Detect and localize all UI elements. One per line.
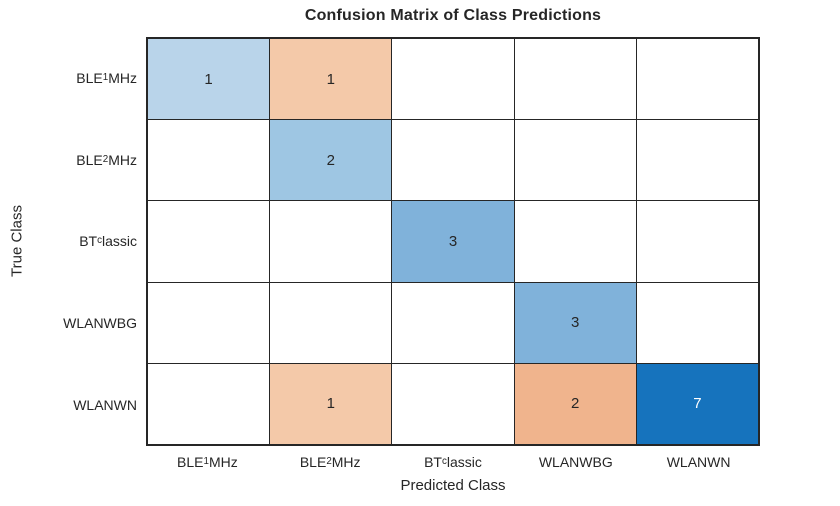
matrix-cell: 1	[270, 363, 392, 444]
matrix-cell	[148, 282, 270, 363]
matrix-cell	[148, 201, 270, 282]
matrix-cell	[148, 120, 270, 201]
matrix-cell: 1	[148, 39, 270, 120]
matrix-cell: 3	[514, 282, 636, 363]
matrix-cell	[270, 282, 392, 363]
matrix-cell	[514, 201, 636, 282]
x-tick-label: BLE 1 MHz	[177, 453, 238, 470]
y-tick-label: BLE 2 MHz	[76, 151, 137, 168]
matrix-cell: 1	[270, 39, 392, 120]
y-tick-label: WLANWN	[73, 397, 137, 414]
matrix-cell	[392, 363, 514, 444]
matrix-cell	[636, 120, 758, 201]
matrix-cell	[392, 120, 514, 201]
matrix-cell	[148, 363, 270, 444]
matrix-cell: 2	[514, 363, 636, 444]
matrix-cell: 3	[392, 201, 514, 282]
x-tick-label: BT c lassic	[424, 453, 482, 470]
x-tick-label: WLANWN	[666, 453, 731, 470]
chart-title: Confusion Matrix of Class Predictions	[304, 7, 602, 24]
matrix-cell	[636, 282, 758, 363]
matrix-cell: 2	[270, 120, 392, 201]
matrix-cell	[636, 39, 758, 120]
matrix-cell	[636, 201, 758, 282]
matrix-cell	[514, 120, 636, 201]
matrix-cell	[392, 39, 514, 120]
matrix-cell	[392, 282, 514, 363]
matrix-cell	[270, 201, 392, 282]
x-axis-label: Predicted Class	[400, 477, 506, 494]
y-tick-label: BLE 1 MHz	[76, 69, 137, 86]
x-tick-label: WLANWBG	[538, 453, 613, 470]
y-tick-labels: BLE 1 MHz BLE 2 MHz BT c lassic WLANWBG WLANWN	[0, 37, 137, 446]
y-tick-label: BT c lassic	[79, 233, 137, 250]
y-tick-label: WLANWBG	[63, 315, 137, 332]
matrix-cell	[514, 39, 636, 120]
x-tick-label: BLE 2 MHz	[299, 453, 361, 470]
matrix-cell: 7	[636, 363, 758, 444]
x-tick-labels: BLE 1 MHz BLE 2 MHz BT c lassic WLANWBG WLANWN	[146, 451, 760, 472]
